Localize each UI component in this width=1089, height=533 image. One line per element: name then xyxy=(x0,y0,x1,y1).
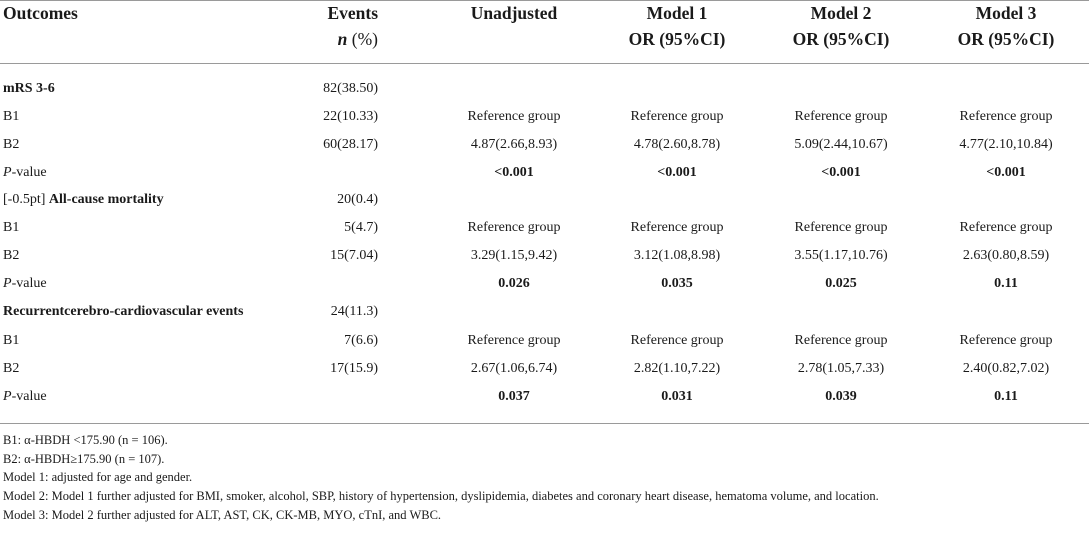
p-value-label: P-value xyxy=(3,270,47,298)
header-model3-or: OR (95%CI) xyxy=(957,29,1055,49)
table-row: B1 22(10.33) Reference group Reference g… xyxy=(0,103,1089,131)
p-label-italic: P xyxy=(3,165,12,180)
model1-cell: Reference group xyxy=(630,220,724,235)
table-row: P-value 0.037 0.031 0.039 0.11 xyxy=(0,383,1089,411)
events-cell: 15(7.04) xyxy=(330,248,378,263)
p-label-rest: -value xyxy=(11,389,47,404)
model2-cell: Reference group xyxy=(794,109,888,124)
model2-cell: 5.09(2.44,10.67) xyxy=(794,137,888,152)
section-label: Recurrentcerebro-cardiovascular events xyxy=(3,304,244,319)
header-model2: Model 2 xyxy=(810,3,872,23)
table-top-rule xyxy=(0,0,1089,1)
unadjusted-cell: 0.037 xyxy=(498,389,530,404)
header-model1-or: OR (95%CI) xyxy=(628,29,726,49)
model2-cell: Reference group xyxy=(794,333,888,348)
events-cell: 24(11.3) xyxy=(330,304,378,319)
unadjusted-cell: Reference group xyxy=(467,109,561,124)
unadjusted-cell: Reference group xyxy=(467,333,561,348)
table-bottom-rule xyxy=(0,423,1089,424)
header-model2-or: OR (95%CI) xyxy=(792,29,890,49)
model2-cell: 2.78(1.05,7.33) xyxy=(797,361,885,376)
section-label: mRS 3-6 xyxy=(3,81,55,96)
footnote: Model 3: Model 2 further adjusted for AL… xyxy=(3,508,442,522)
footnote: B1: α-HBDH <175.90 (n = 106). xyxy=(3,433,168,447)
header-outcomes: Outcomes xyxy=(3,3,78,23)
p-label-rest: -value xyxy=(11,165,47,180)
table-row: B2 17(15.9) 2.67(1.06,6.74) 2.82(1.10,7.… xyxy=(0,355,1089,383)
model3-cell: 0.11 xyxy=(994,276,1018,291)
model3-cell: 2.40(0.82,7.02) xyxy=(962,361,1050,376)
header-events-n: n xyxy=(337,29,348,49)
model1-cell: 3.12(1.08,8.98) xyxy=(633,248,721,263)
model2-cell: Reference group xyxy=(794,220,888,235)
unadjusted-cell: 3.29(1.15,9.42) xyxy=(470,248,558,263)
table-row: B2 60(28.17) 4.87(2.66,8.93) 4.78(2.60,8… xyxy=(0,131,1089,159)
model2-cell: 0.025 xyxy=(825,276,857,291)
model3-cell: 0.11 xyxy=(994,389,1018,404)
header-model1: Model 1 xyxy=(646,3,708,23)
model1-cell: <0.001 xyxy=(657,165,697,180)
table-row: B2 15(7.04) 3.29(1.15,9.42) 3.12(1.08,8.… xyxy=(0,242,1089,270)
table-row: Recurrentcerebro-cardiovascular events 2… xyxy=(0,298,1089,326)
events-cell: 60(28.17) xyxy=(323,137,378,152)
footnote: Model 2: Model 1 further adjusted for BM… xyxy=(3,489,879,503)
header-model3: Model 3 xyxy=(975,3,1037,23)
model2-cell: 3.55(1.17,10.76) xyxy=(794,248,888,263)
model1-cell: 0.031 xyxy=(661,389,693,404)
row-label: B2 xyxy=(3,248,20,263)
header-events: Events xyxy=(327,3,378,23)
footnote: Model 1: adjusted for age and gender. xyxy=(3,470,193,484)
row-label: B2 xyxy=(3,361,20,376)
model2-cell: <0.001 xyxy=(821,165,861,180)
row-label: B1 xyxy=(3,220,20,235)
model1-cell: 0.035 xyxy=(661,276,693,291)
table-row: B1 7(6.6) Reference group Reference grou… xyxy=(0,327,1089,355)
table-row: mRS 3-6 82(38.50) xyxy=(0,75,1089,103)
header-events-pct: (%) xyxy=(347,29,378,49)
header-events-unit: n (%) xyxy=(300,26,378,52)
header-bottom-rule xyxy=(0,63,1089,64)
section-label-prefix: [-0.5pt] xyxy=(3,192,49,207)
model3-cell: 4.77(2.10,10.84) xyxy=(959,137,1053,152)
table-row: P-value 0.026 0.035 0.025 0.11 xyxy=(0,270,1089,298)
model3-cell: Reference group xyxy=(959,220,1053,235)
model1-cell: 4.78(2.60,8.78) xyxy=(633,137,721,152)
p-label-italic: P xyxy=(3,389,12,404)
p-value-label: P-value xyxy=(3,159,47,187)
p-label-rest: -value xyxy=(11,276,47,291)
model3-cell: Reference group xyxy=(959,333,1053,348)
model1-cell: Reference group xyxy=(630,333,724,348)
events-cell: 20(0.4) xyxy=(337,192,378,207)
unadjusted-cell: Reference group xyxy=(467,220,561,235)
model3-cell: 2.63(0.80,8.59) xyxy=(962,248,1050,263)
table-row: P-value <0.001 <0.001 <0.001 <0.001 xyxy=(0,159,1089,187)
row-label: B2 xyxy=(3,137,20,152)
events-cell: 82(38.50) xyxy=(323,81,378,96)
header-unadjusted: Unadjusted xyxy=(470,3,558,23)
model1-cell: Reference group xyxy=(630,109,724,124)
unadjusted-cell: 2.67(1.06,6.74) xyxy=(470,361,558,376)
model3-cell: <0.001 xyxy=(986,165,1026,180)
unadjusted-cell: 0.026 xyxy=(498,276,530,291)
footnote: B2: α-HBDH≥175.90 (n = 107). xyxy=(3,452,165,466)
table-row: [-0.5pt] All-cause mortality 20(0.4) xyxy=(0,186,1089,214)
section-label-text: All-cause mortality xyxy=(48,192,164,207)
row-label: B1 xyxy=(3,333,20,348)
events-cell: 17(15.9) xyxy=(330,361,378,376)
events-cell: 7(6.6) xyxy=(344,333,378,348)
p-value-label: P-value xyxy=(3,383,47,411)
events-cell: 5(4.7) xyxy=(344,220,378,235)
p-label-italic: P xyxy=(3,276,12,291)
unadjusted-cell: <0.001 xyxy=(494,165,534,180)
model3-cell: Reference group xyxy=(959,109,1053,124)
events-cell: 22(10.33) xyxy=(323,109,378,124)
section-label: [-0.5pt] All-cause mortality xyxy=(3,186,164,214)
table-row: B1 5(4.7) Reference group Reference grou… xyxy=(0,214,1089,242)
model2-cell: 0.039 xyxy=(825,389,857,404)
model1-cell: 2.82(1.10,7.22) xyxy=(633,361,721,376)
unadjusted-cell: 4.87(2.66,8.93) xyxy=(470,137,558,152)
row-label: B1 xyxy=(3,109,20,124)
